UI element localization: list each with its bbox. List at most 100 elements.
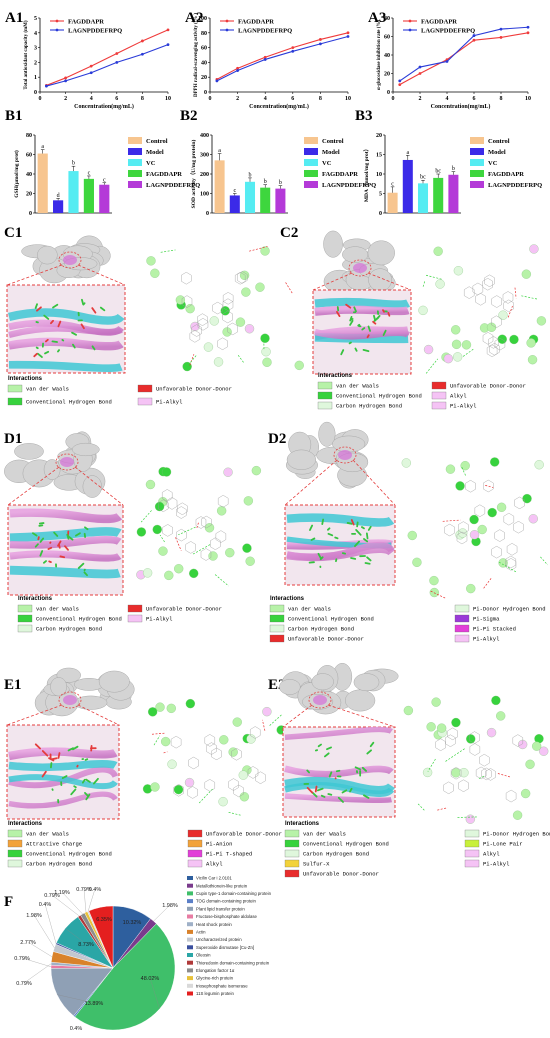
slice-label: 0.79%: [14, 956, 30, 962]
data-point: [346, 35, 350, 38]
bar-lagnpddefrpq: [275, 188, 286, 213]
binding-pocket-circle: [308, 691, 332, 709]
residue-node: [204, 523, 215, 533]
interaction-bond: [159, 534, 165, 543]
residue-node: [418, 305, 428, 316]
significance-letter: c: [233, 188, 236, 194]
ligand-stick: [337, 796, 344, 803]
ligand-stick: [353, 306, 357, 313]
surface-lobe: [311, 673, 334, 691]
ligand-stick: [34, 743, 41, 750]
legend-label: Uncharacterized protein: [196, 937, 242, 942]
legend-label: FAGDDAPR: [421, 19, 457, 26]
ligand-ring: [201, 515, 212, 529]
residue-node: [433, 246, 443, 256]
interaction-label: Pi-Alkyl: [146, 616, 172, 623]
interaction-swatch: [317, 381, 333, 390]
ligand-ring: [162, 524, 173, 537]
residue-node: [451, 717, 461, 728]
interactions-legend-c1: Interactions van der Waals Conventional Hy…: [7, 376, 232, 406]
slice-label: 1.98%: [26, 913, 42, 919]
ligand-stick: [306, 786, 314, 794]
ligand-ring: [200, 548, 212, 561]
residue-node: [219, 735, 229, 745]
x-axis-title: Concentration(mg/mL): [431, 103, 491, 110]
x-tick-label: 4: [264, 96, 267, 102]
interaction-bond: [160, 249, 176, 253]
legend-swatch: [187, 968, 193, 973]
binding-pocket-circle: [348, 259, 372, 277]
bar-fagddapr: [83, 178, 94, 213]
interaction-label: Carbon Hydrogen Bond: [303, 851, 369, 858]
label-leader: [61, 891, 83, 915]
ligand-stick: [340, 349, 345, 356]
residue-node: [401, 458, 411, 468]
panel-label-f: F: [4, 894, 13, 910]
pie-chart-f: 10.32% 1.98% 48.02% 0.4% 13.89% 0.79% 0.79% 2.7…: [14, 876, 271, 1032]
interaction-bond: [461, 348, 474, 358]
legend-label: Fructose-bisphosphate aldolase: [196, 914, 258, 919]
legend-swatch: [128, 137, 142, 144]
y-axis-title: GSH(μmol/mg prot): [13, 150, 20, 198]
data-point: [64, 76, 67, 80]
ligand-ring: [491, 545, 502, 559]
ligand-stick: [41, 770, 47, 778]
ligand-stick: [348, 341, 352, 345]
ligand-ring: [472, 282, 484, 296]
ligand-ring: [206, 742, 217, 755]
residue-node: [161, 736, 171, 747]
ligand-ring: [513, 520, 524, 534]
ligand-stick: [51, 340, 58, 343]
panel-label-b3: B3: [355, 108, 373, 124]
ligand-ring: [479, 753, 490, 767]
zoom-connector: [327, 704, 396, 728]
residue-node: [459, 768, 469, 778]
zoom-connector: [77, 704, 120, 726]
ligand-ring: [491, 295, 502, 308]
series-line-lagnpddefrpq: [399, 26, 529, 82]
line-chart-a1: 0 1 2 3 4 5 0 2 4 6 8 10 Concentration(mg/mL) Total a…: [24, 16, 171, 110]
ligand-ring: [505, 558, 517, 571]
protein-ribbon: [8, 774, 118, 790]
interaction-bond: [268, 714, 282, 727]
residue-node: [525, 759, 535, 769]
interaction-swatch: [431, 401, 447, 410]
protein-ribbon: [284, 793, 392, 804]
ligand-ring: [204, 779, 215, 792]
zoom-connector: [7, 466, 60, 506]
y-tick-label: 15: [376, 153, 382, 159]
ligand-stick: [31, 532, 38, 537]
legend-swatch: [187, 899, 193, 904]
surface-lobe: [342, 246, 369, 263]
residue-node: [167, 759, 177, 769]
legend-swatch: [470, 181, 484, 188]
residue-node: [145, 479, 156, 490]
ligand-ring: [450, 766, 462, 780]
bar-vc: [244, 181, 256, 213]
legend-swatch: [304, 137, 318, 144]
significance-letter: b: [249, 172, 252, 178]
ligand-stick: [43, 314, 50, 320]
interaction-swatch: [464, 859, 480, 868]
legend-label: Actin: [196, 930, 206, 935]
data-point: [472, 38, 476, 42]
panel-label-e1: E1: [4, 677, 22, 693]
interaction-label: van der Waals: [36, 606, 79, 613]
ligand-ring: [166, 497, 178, 510]
residue-node: [262, 707, 272, 717]
residue-node: [150, 782, 160, 792]
label-leader: [27, 941, 53, 957]
ligand-stick: [70, 788, 77, 796]
interaction-bond: [187, 355, 197, 367]
residue-node: [461, 340, 472, 350]
ligand-ring: [204, 734, 216, 747]
residue-node: [451, 325, 461, 335]
residue-node: [512, 810, 523, 820]
ligand-ring: [481, 767, 492, 781]
legend-marker: [55, 28, 59, 32]
interaction-swatch: [284, 829, 300, 838]
binding-pocket-circle: [55, 453, 79, 471]
x-tick-label: 10: [165, 96, 171, 102]
interaction-bond: [153, 735, 160, 746]
